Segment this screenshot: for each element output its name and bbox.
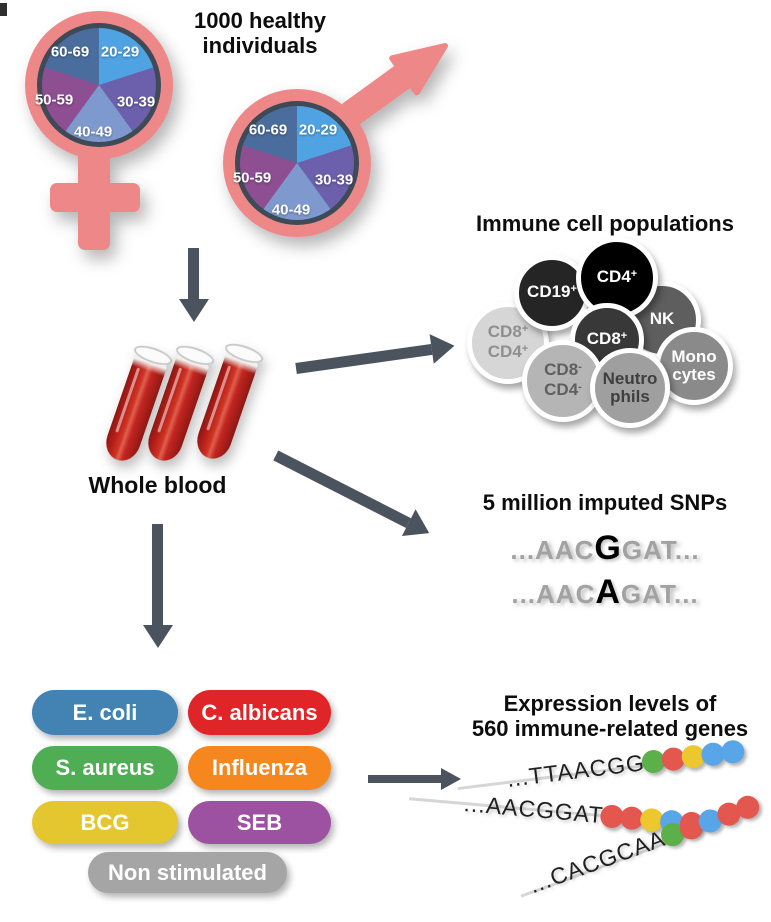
gene-sequence: ...AACGGAT <box>462 789 605 828</box>
page-title: 1000 healthy individuals <box>150 8 370 58</box>
snp-variant-letter: A <box>595 573 621 611</box>
pill-label: BCG <box>80 809 130 835</box>
whole-blood-label: Whole blood <box>88 472 227 498</box>
arrow-blood-to-cells-icon <box>294 330 457 384</box>
male-age-pie: 20-29 30-39 40-49 50-59 60-69 <box>233 106 354 220</box>
arrow-head <box>143 625 173 648</box>
arrow-symbols-to-blood-icon <box>178 248 210 322</box>
expression-title-line-2: 560 immune-related genes <box>471 716 749 741</box>
cell-label: CD4+ <box>596 267 638 286</box>
immune-cells-title: Immune cell populations <box>476 211 734 236</box>
pill-label: C. albicans <box>201 699 318 725</box>
title-line-2: individuals <box>202 33 318 58</box>
arrow-head <box>179 299 209 322</box>
title-line-1: 1000 healthy <box>193 8 327 33</box>
cell-label: CD8- <box>544 360 582 379</box>
pie-label-30-39: 30-39 <box>116 93 156 111</box>
cell-label: Mono <box>671 347 717 366</box>
pill-label: E. coli <box>72 699 138 725</box>
snp-variant-letter: G <box>594 529 622 567</box>
arrow-shaft <box>273 450 412 528</box>
cell-label: Neutro <box>602 369 658 388</box>
cell-neutrophils: Neutro phils <box>590 348 670 428</box>
arrow-stimulations-to-expression-icon <box>368 768 461 790</box>
cell-label: NK <box>649 309 675 328</box>
female-symbol: 20-29 30-39 40-49 50-59 60-69 <box>20 5 195 260</box>
pill-label: S. aureus <box>55 755 155 780</box>
pie-label-30-39: 30-39 <box>314 171 354 189</box>
expression-title: Expression levels of 560 immune-related … <box>450 691 770 741</box>
stimulus-c-albicans: C. albicans <box>188 690 331 735</box>
female-age-pie: 20-29 30-39 40-49 50-59 60-69 <box>35 28 156 142</box>
expression-title-line-1: Expression levels of <box>503 691 717 716</box>
pie-label-20-29: 20-29 <box>100 43 140 61</box>
male-symbol-arrow <box>341 43 448 126</box>
cell-label: CD4- <box>544 380 582 399</box>
cell-label: CD4+ <box>487 342 529 361</box>
pie-label-50-59: 50-59 <box>34 91 74 109</box>
pie-label-20-29: 20-29 <box>298 121 338 139</box>
pie-label-60-69: 60-69 <box>50 43 90 61</box>
cell-label: CD8+ <box>586 329 628 348</box>
snps-title: 5 million imputed SNPs <box>482 490 728 515</box>
stimulus-bcg: BCG <box>32 801 178 844</box>
snp-sequences: ...AACGGAT... ...AACAGAT... <box>450 527 760 615</box>
cell-label: cytes <box>672 365 716 384</box>
arrow-shaft <box>152 524 164 625</box>
gene-sequence: ...CACGCAA <box>525 824 669 898</box>
arrow-blood-to-snps-icon <box>269 441 437 548</box>
pie-label-50-59: 50-59 <box>232 169 272 187</box>
blue-dot <box>719 738 746 765</box>
arrow-shaft <box>295 343 433 374</box>
gene-sequence: ...TTAACGG <box>505 748 647 792</box>
expression-row-1: ...TTAACGG <box>457 735 746 794</box>
stimulus-influenza: Influenza <box>188 746 331 790</box>
stimulus-s-aureus: S. aureus <box>32 746 178 790</box>
arrow-shaft <box>368 775 441 783</box>
arrow-blood-to-stimulations-icon <box>142 524 174 648</box>
pie-label-40-49: 40-49 <box>73 123 113 141</box>
pie-label-40-49: 40-49 <box>271 201 311 219</box>
snp-sequence-ref: ...AACGGAT... <box>510 529 700 567</box>
female-symbol-crossbar <box>50 183 140 212</box>
cell-cd4pos: CD4+ <box>576 237 658 319</box>
pie-label-60-69: 60-69 <box>248 121 288 139</box>
cell-monocytes: Mono cytes <box>655 327 733 405</box>
snp-sequence-alt: ...AACAGAT... <box>511 573 699 611</box>
pill-label: SEB <box>236 809 283 835</box>
stimulus-non-stimulated: Non stimulated <box>88 852 287 893</box>
corner-artifact <box>0 3 7 16</box>
male-symbol: 20-29 30-39 40-49 50-59 60-69 <box>220 30 465 245</box>
pill-label: Non stimulated <box>108 859 267 885</box>
arrow-shaft <box>188 248 200 299</box>
arrow-head <box>429 330 457 364</box>
cell-label: CD8+ <box>487 322 529 341</box>
stimulus-e-coli: E. coli <box>32 690 178 735</box>
cell-label: phils <box>610 387 650 406</box>
arrow-head <box>441 768 461 790</box>
cell-label: CD19+ <box>527 282 577 301</box>
stimulus-seb: SEB <box>188 801 331 844</box>
pill-label: Influenza <box>211 755 308 780</box>
